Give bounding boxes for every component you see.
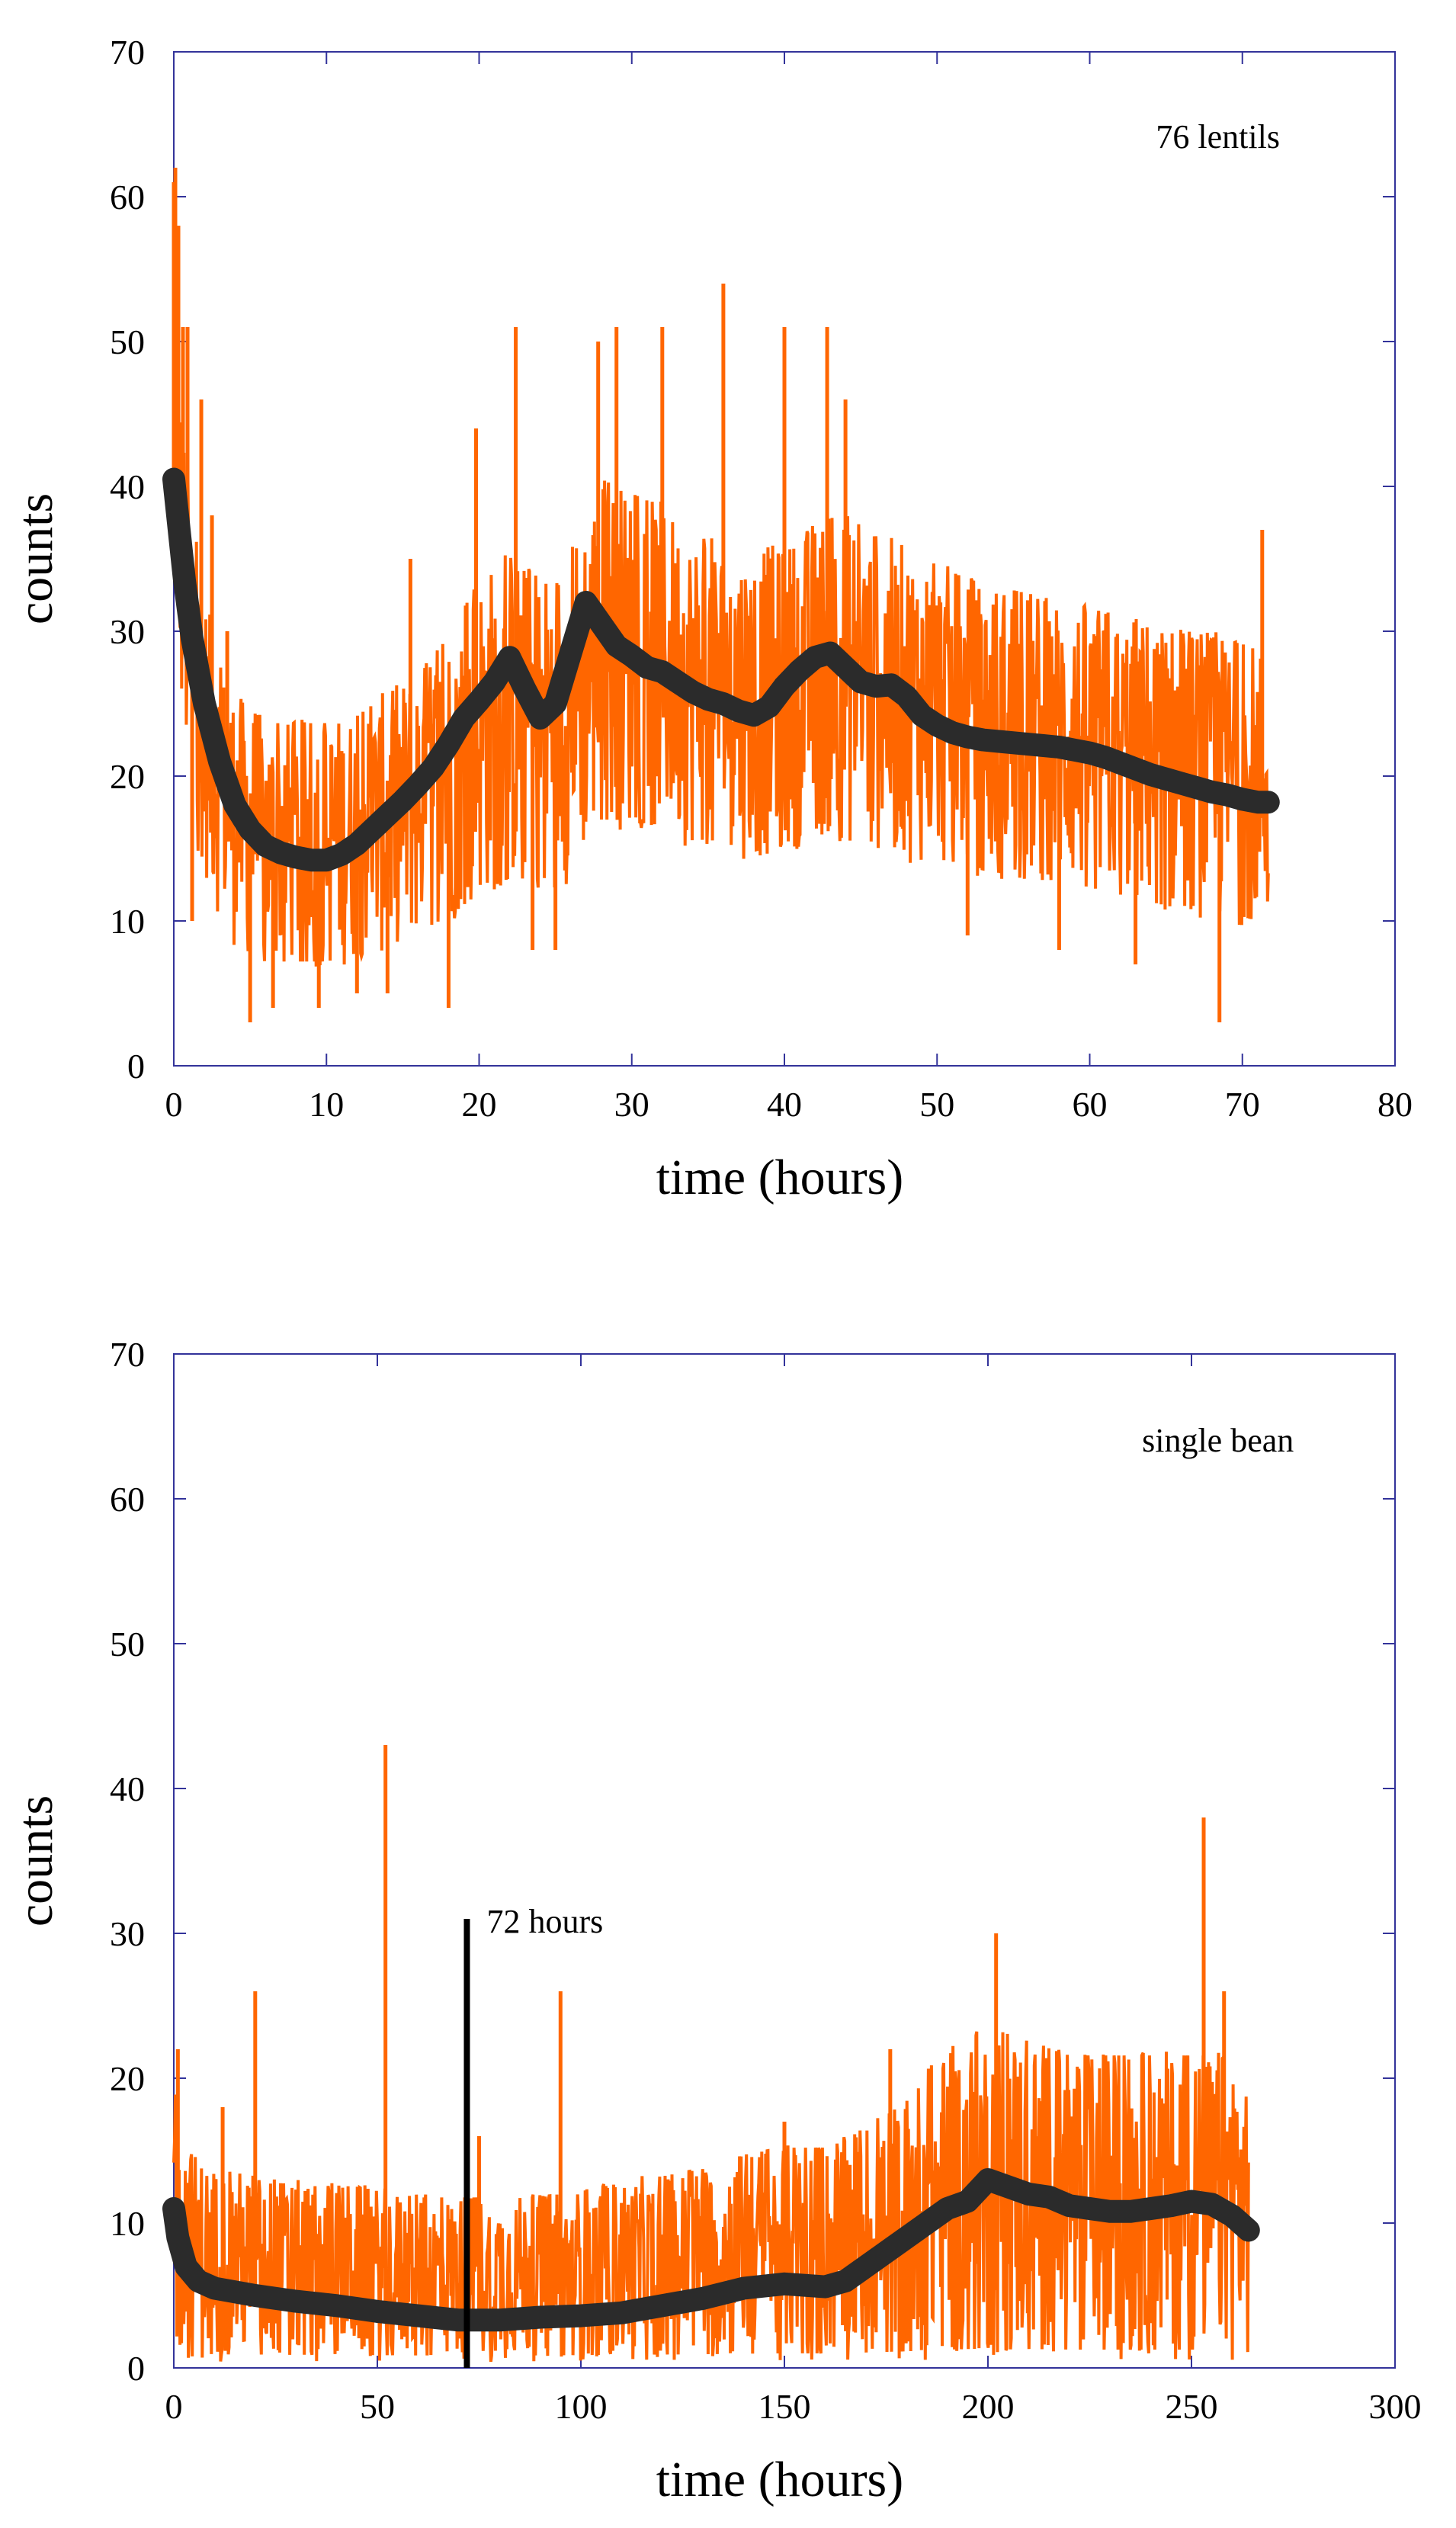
x-tick-label: 100 — [555, 2387, 608, 2426]
x-tick-label: 0 — [165, 1085, 183, 1124]
x-tick-label: 80 — [1377, 1085, 1413, 1124]
marker-label: 72 hours — [486, 1903, 603, 1940]
x-tick-label: 60 — [1073, 1085, 1108, 1124]
y-tick-label: 70 — [110, 33, 145, 72]
x-axis-title: time (hours) — [656, 1150, 903, 1205]
x-tick-label: 20 — [462, 1085, 497, 1124]
x-tick-label: 70 — [1225, 1085, 1260, 1124]
x-tick-label: 50 — [360, 2387, 395, 2426]
x-tick-label: 30 — [614, 1085, 649, 1124]
raw-counts-line — [172, 2031, 1250, 2363]
smoothed-counts-line — [162, 467, 1280, 872]
x-tick-label: 40 — [767, 1085, 802, 1124]
y-axis-title: counts — [8, 1795, 63, 1926]
x-tick-label: 150 — [758, 2387, 811, 2426]
y-tick-label: 70 — [110, 1335, 145, 1374]
x-tick-label: 300 — [1369, 2387, 1422, 2426]
y-tick-label: 10 — [110, 2204, 145, 2243]
x-tick-label: 0 — [165, 2387, 183, 2426]
y-axis-title: counts — [8, 493, 63, 624]
y-tick-label: 50 — [110, 322, 145, 361]
y-tick-label: 20 — [110, 2059, 145, 2098]
y-tick-label: 0 — [127, 1047, 145, 1086]
chart-top: 0 10 20 30 40 50 60 70 80 0 10 20 30 40 50 60 70 time (ho… — [8, 33, 1413, 1205]
x-axis-title: time (hours) — [656, 2452, 903, 2507]
x-tick-label: 250 — [1166, 2387, 1218, 2426]
raw-counts-line — [172, 378, 1270, 967]
y-tick-label: 40 — [110, 467, 145, 506]
y-tick-label: 50 — [110, 1625, 145, 1663]
y-tick-label: 0 — [127, 2349, 145, 2388]
y-tick-label: 60 — [110, 1480, 145, 1519]
annotation-label: single bean — [1142, 1422, 1294, 1459]
y-tick-label: 30 — [110, 1914, 145, 1953]
x-tick-label: 200 — [962, 2387, 1015, 2426]
annotation-label: 76 lentils — [1156, 118, 1280, 156]
chart-bottom: 0 50 100 150 200 250 300 0 10 20 30 40 50 60 70 time (h… — [8, 1335, 1422, 2507]
y-tick-label: 20 — [110, 757, 145, 796]
y-tick-label: 30 — [110, 612, 145, 651]
x-tick-label: 10 — [309, 1085, 344, 1124]
y-tick-label: 10 — [110, 902, 145, 941]
y-tick-label: 40 — [110, 1769, 145, 1808]
x-tick-label: 50 — [919, 1085, 954, 1124]
y-tick-label: 60 — [110, 178, 145, 217]
smoothed-counts-line — [162, 2168, 1260, 2332]
